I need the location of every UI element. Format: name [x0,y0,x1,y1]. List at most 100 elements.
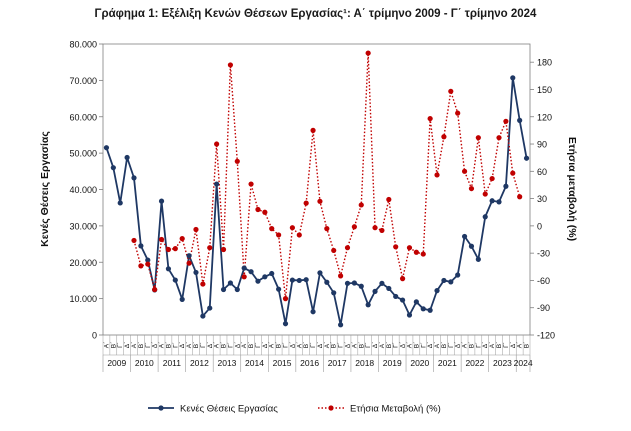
x-tick-label: Δ΄ [482,342,489,349]
x-tick-label: Δ΄ [510,342,517,349]
x-tick-label: Α΄ [296,342,303,349]
x-tick-label: Β΄ [221,342,228,349]
series-2-point [372,225,378,231]
series-1-point [317,270,323,276]
x-tick-label: Γ΄ [503,342,510,348]
series-2-point [158,236,165,243]
series-2-point [455,110,461,116]
right-axis: -120 -90 -60 -30 0 30 60 90 120 150 180 [530,58,555,341]
series-2-point [358,202,364,208]
series-1-point [365,302,371,308]
series-2-point [262,209,268,215]
series-1-point [165,266,172,272]
y2-tick-label: 120 [537,112,552,122]
x-tick-label: Γ΄ [117,342,124,348]
x-tick-label: Γ΄ [227,342,234,348]
series-1-point [110,165,116,171]
x-tick-label: Γ΄ [145,342,152,348]
y2-tick-label: 60 [537,167,547,177]
series-2-point [152,286,158,293]
x-tick-label: Β΄ [413,342,420,349]
x-tick-label: Γ΄ [448,342,455,348]
x-tick-label: Γ΄ [200,342,207,348]
series-1-point [517,117,523,123]
series-1-point [214,181,220,187]
y2-tick-label: 150 [537,85,552,95]
y-tick-label: 30.000 [69,221,97,231]
series-1-point [131,175,137,181]
series-1-point [310,309,316,315]
series-1-point [331,290,337,296]
series-1-point [379,280,385,286]
series-2-point [248,181,254,187]
x-tick-label: Β΄ [441,342,448,349]
y2-tick-label: 180 [537,58,552,68]
series-2-point [220,246,227,253]
series-2-point [179,236,185,242]
x-tick-label: Β΄ [248,342,255,349]
series-2-point [427,115,433,122]
series-1-point [207,305,213,311]
x-tick-label: Δ΄ [207,342,214,349]
x-tick-label: Δ΄ [234,342,241,349]
chart-title: Γράφημα 1: Εξέλιξη Κενών Θέσεων Εργασίας… [94,8,537,20]
x-tick-label: Γ΄ [365,342,372,348]
series-1-point [103,145,110,151]
series-2-point [448,88,454,94]
series-2-point [441,134,447,140]
series-1-point [482,214,488,220]
x-tick-label: Δ΄ [372,342,379,349]
series-1-point [269,270,275,277]
x-tick-label: Δ΄ [400,342,407,349]
series-2-point [510,170,516,176]
series-1-point [145,257,151,263]
y2-tick-label: 0 [537,221,542,231]
series-2-point [138,263,144,269]
year-label: 2014 [245,358,264,368]
y-tick-label: 10.000 [69,294,97,304]
series-1-point [255,278,261,284]
series-2-point [234,158,240,164]
x-tick-label: Δ΄ [289,342,296,349]
series-1-point [241,265,247,271]
series-1-point [344,280,351,286]
series-1-point [262,274,268,280]
y2-axis-label: Ετήσια μεταβολή (%) [566,137,578,241]
x-tick-label: Γ΄ [393,342,400,348]
series-1-point [282,321,289,327]
x-tick-label: Β΄ [496,342,503,349]
series-2-point [241,274,247,280]
series-2-point [276,232,282,238]
series-2-point [303,200,309,206]
x-axis: Α΄ Β΄ Γ΄ Δ΄ Α΄ Β΄ Γ΄ Δ΄ Α΄ Β΄ Γ΄ Δ΄ Α΄ Β΄ Γ΄ Δ΄ Α΄ Β΄ Γ΄ Δ΄… [102,335,533,372]
series-2-point [289,225,295,231]
series-2-point [517,194,523,200]
x-tick-label: Α΄ [462,342,469,349]
series-2-point [393,244,399,250]
x-tick-label: Δ΄ [262,342,269,349]
x-tick-label: Β΄ [110,342,117,349]
points-layer [103,50,530,328]
series-2-point [379,227,385,234]
y-tick-label: 20.000 [69,258,97,268]
series-1-point [289,277,295,283]
x-tick-label: Β΄ [524,342,531,349]
series-2-point [468,185,475,192]
series-1-point [441,277,447,284]
x-tick-label: Β΄ [331,342,338,349]
x-tick-label: Δ΄ [152,342,159,349]
x-tick-label: Α΄ [241,342,248,349]
year-label: 2012 [190,358,209,368]
series-1-point [358,283,364,289]
year-label: 2010 [135,358,154,368]
year-label: 2018 [355,358,374,368]
series-2-point [482,191,488,197]
year-label: 2013 [218,358,237,368]
series-2-point [503,118,509,124]
year-label: 2023 [493,358,512,368]
x-tick-label: Δ΄ [427,342,434,349]
x-tick-label: Α΄ [517,342,524,349]
year-label: 2019 [383,358,402,368]
series-2-point [365,50,371,56]
series-1-point [179,296,185,302]
